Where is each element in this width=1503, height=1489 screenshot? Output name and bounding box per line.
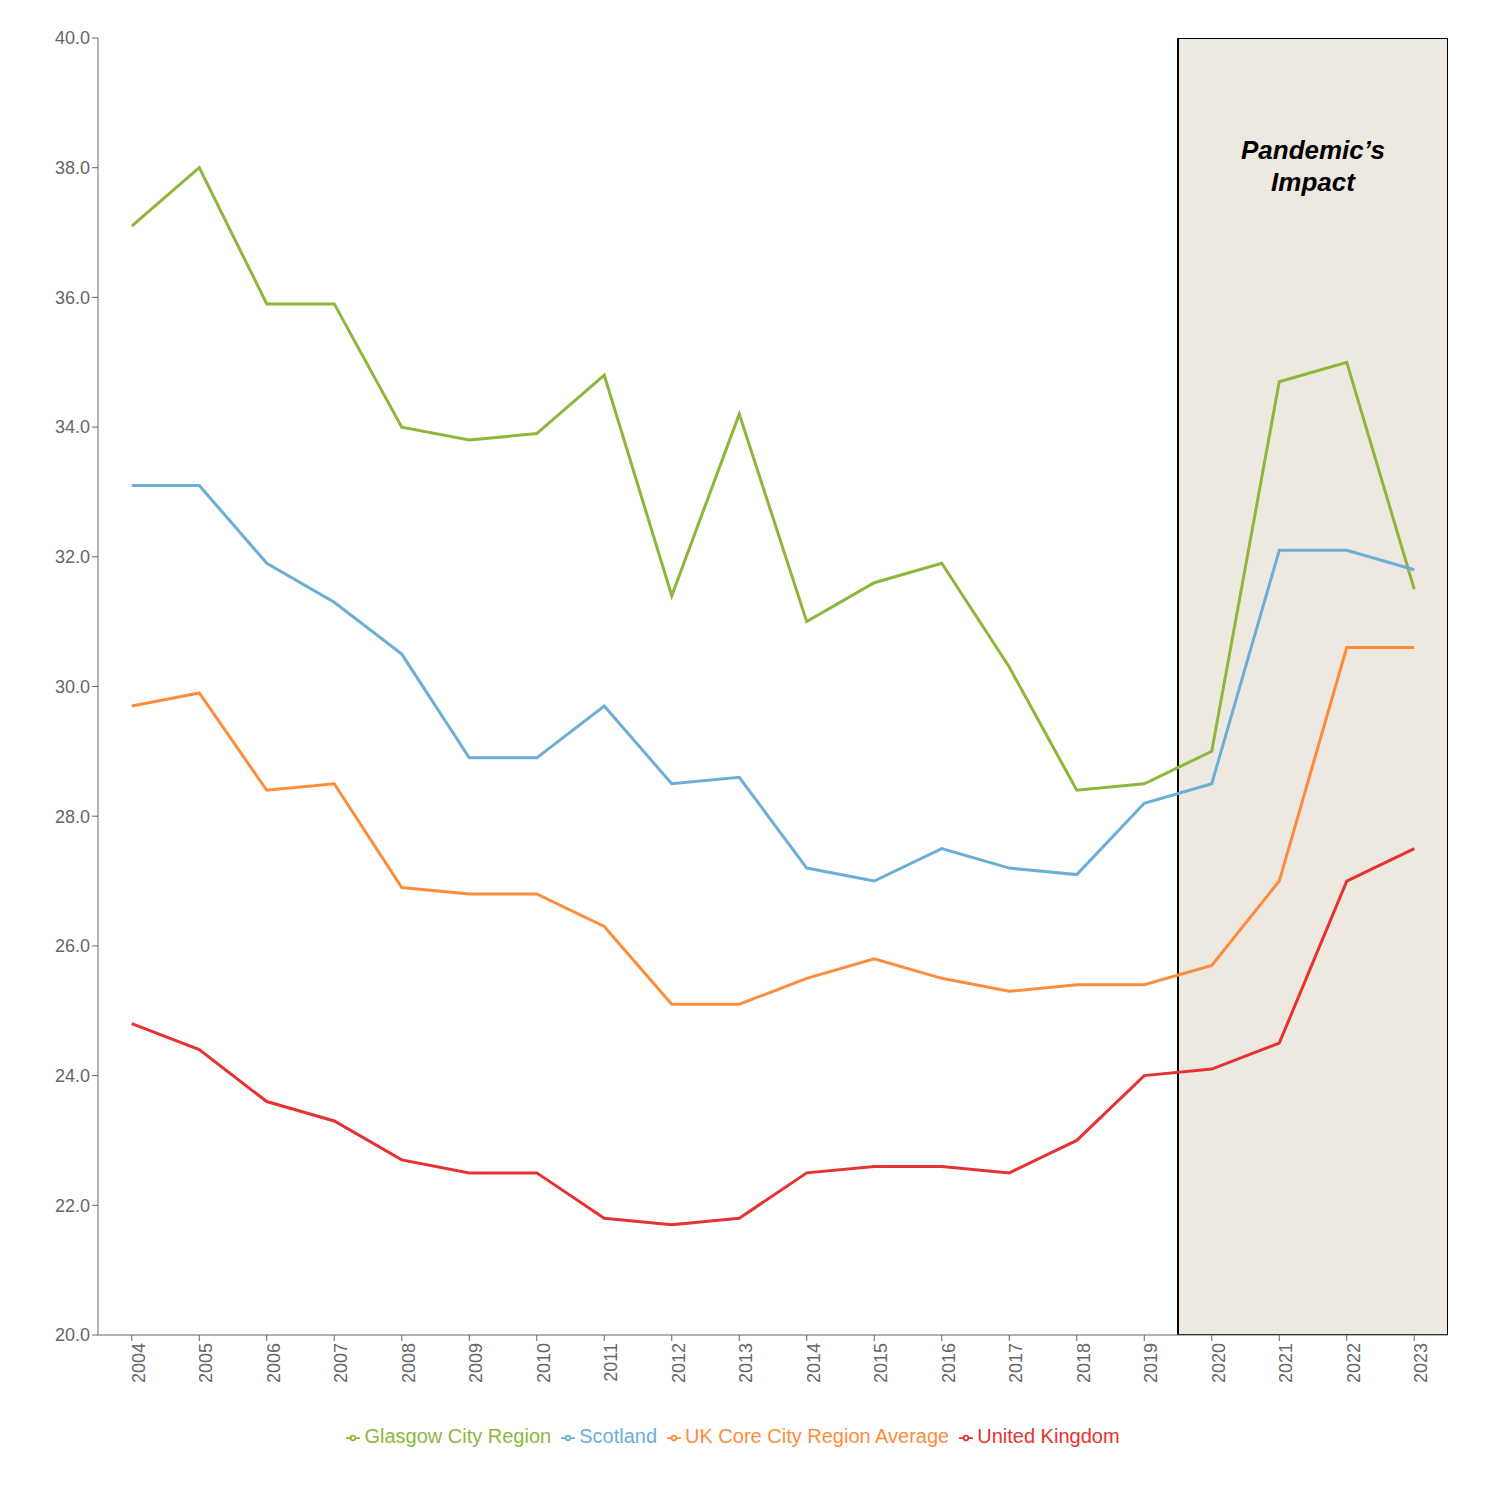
svg-text:2021: 2021 [1276, 1343, 1296, 1383]
html-text:United Kingdom: United Kingdom [977, 1425, 1120, 1447]
svg-text:2009: 2009 [466, 1343, 486, 1383]
svg-text:2008: 2008 [399, 1343, 419, 1383]
svg-text:2014: 2014 [804, 1343, 824, 1383]
svg-text:24.0: 24.0 [55, 1066, 90, 1086]
svg-text:2013: 2013 [736, 1343, 756, 1383]
svg-text:40.0: 40.0 [55, 28, 90, 48]
svg-text:2019: 2019 [1141, 1343, 1161, 1383]
html-text:Glasgow City Region: Glasgow City Region [364, 1425, 552, 1447]
svg-text:2010: 2010 [534, 1343, 554, 1383]
svg-text:30.0: 30.0 [55, 677, 90, 697]
svg-text:2004: 2004 [129, 1343, 149, 1383]
svg-text:2012: 2012 [669, 1343, 689, 1383]
svg-text:20.0: 20.0 [55, 1325, 90, 1345]
svg-text:2005: 2005 [196, 1343, 216, 1383]
svg-text:2015: 2015 [871, 1343, 891, 1383]
svg-text:28.0: 28.0 [55, 807, 90, 827]
svg-text:22.0: 22.0 [55, 1196, 90, 1216]
svg-text:32.0: 32.0 [55, 547, 90, 567]
svg-text:38.0: 38.0 [55, 158, 90, 178]
svg-text:2022: 2022 [1344, 1343, 1364, 1383]
svg-text:2023: 2023 [1411, 1343, 1431, 1383]
svg-text:2016: 2016 [939, 1343, 959, 1383]
svg-text:2020: 2020 [1209, 1343, 1229, 1383]
svg-text:2017: 2017 [1006, 1343, 1026, 1383]
svg-text:2007: 2007 [331, 1343, 351, 1383]
svg-text:Pandemic’sImpact: Pandemic’sImpact [1241, 135, 1385, 198]
svg-text:2006: 2006 [264, 1343, 284, 1383]
svg-text:36.0: 36.0 [55, 288, 90, 308]
svg-text:2011: 2011 [601, 1343, 621, 1382]
svg-text:26.0: 26.0 [55, 936, 90, 956]
svg-text:34.0: 34.0 [55, 417, 90, 437]
html-text:Scotland: Scotland [579, 1425, 657, 1447]
html-text:UK Core City Region Average: UK Core City Region Average [685, 1425, 950, 1447]
svg-text:2018: 2018 [1074, 1343, 1094, 1383]
